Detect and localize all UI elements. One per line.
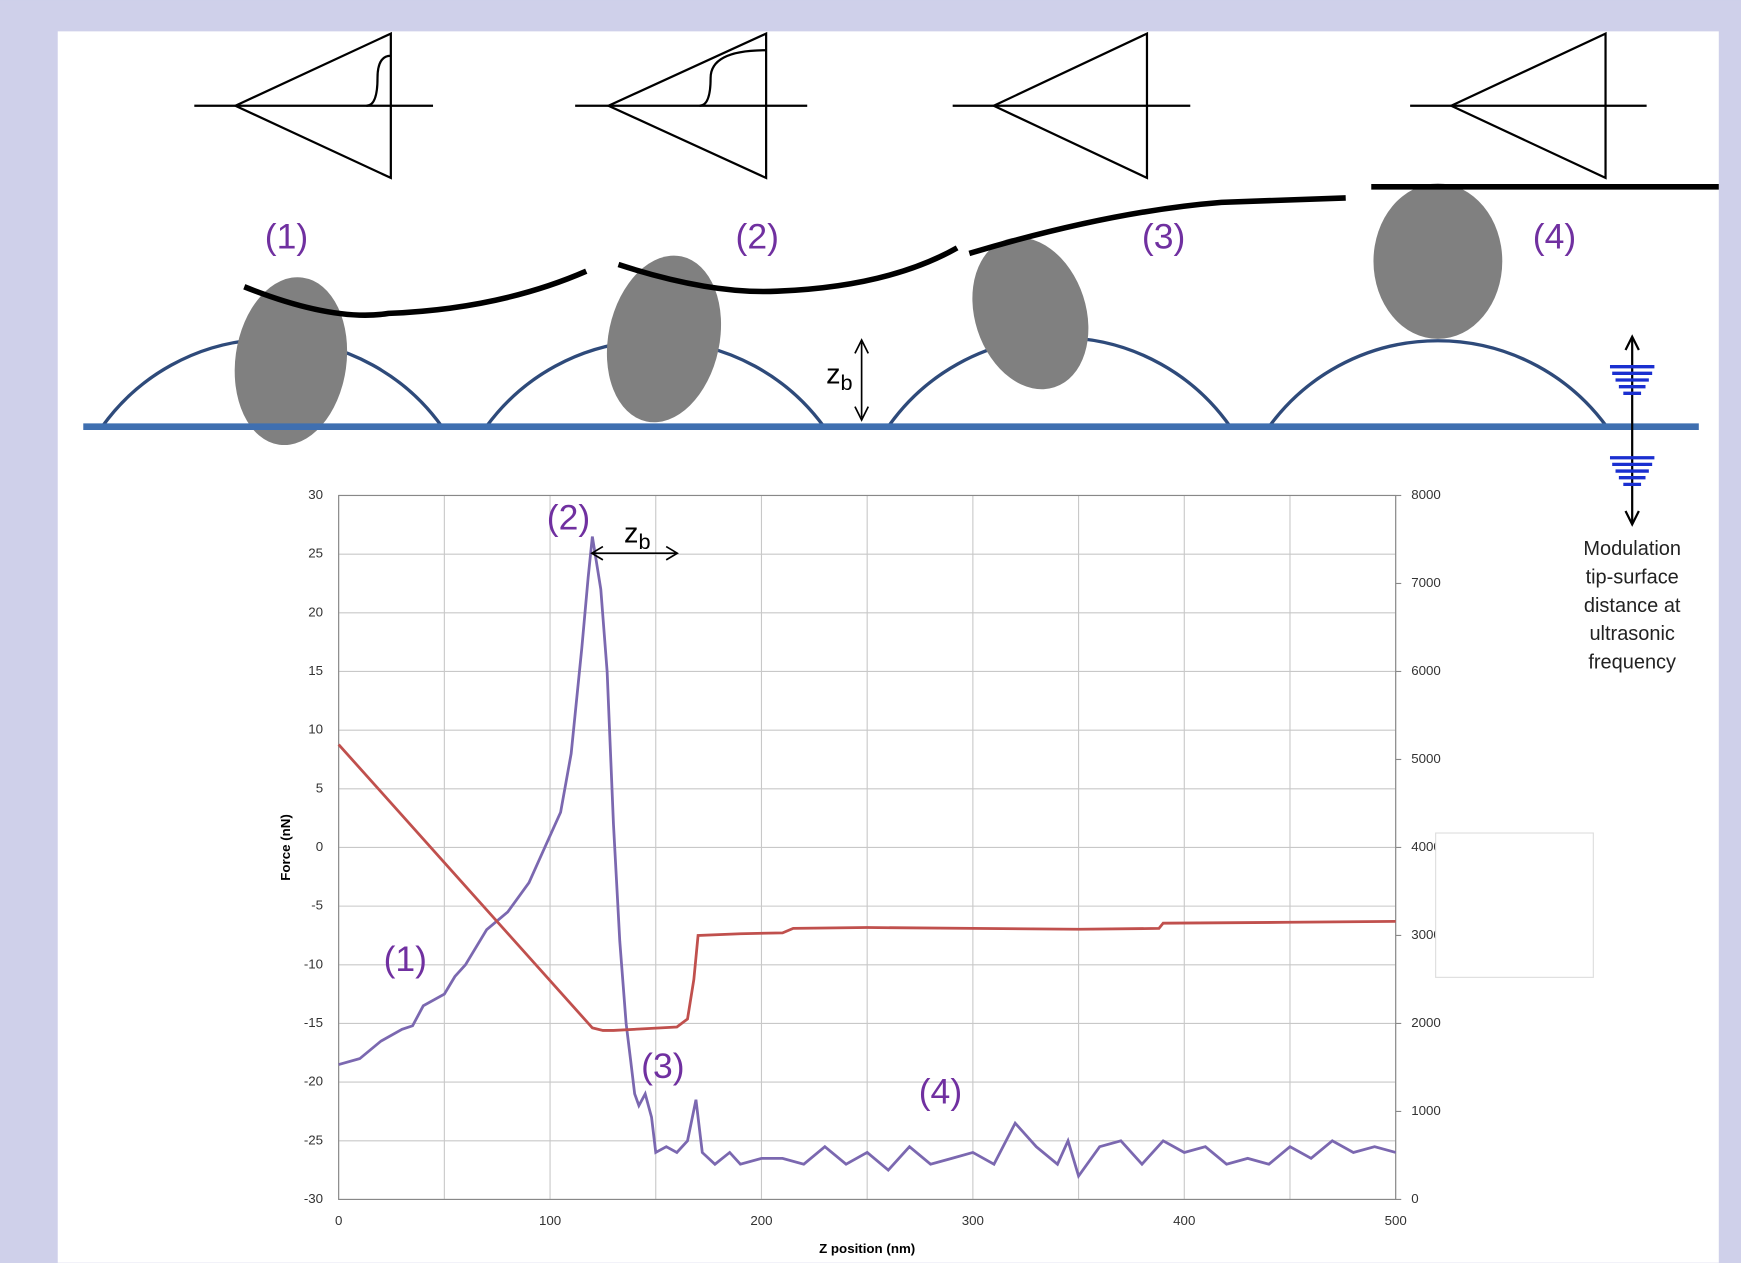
y-tick-label: 20 — [308, 604, 323, 619]
y2-tick-label: 5000 — [1411, 751, 1441, 766]
sub-script: b — [638, 529, 650, 554]
chart-annotation: (4) — [919, 1071, 962, 1111]
sub-script: b — [841, 370, 853, 395]
y-tick-label: 0 — [316, 839, 323, 854]
modulation-note: Modulation — [1583, 538, 1681, 560]
stage-label: (3) — [1142, 216, 1185, 256]
chart-annotation: (1) — [384, 939, 427, 979]
y-tick-label: -5 — [311, 898, 323, 913]
modulation-note: tip-surface — [1586, 566, 1679, 588]
y-tick-label: -15 — [304, 1015, 323, 1030]
slide: -30-25-20-15-10-505101520253001000200030… — [0, 0, 1741, 1263]
y2-tick-label: 8000 — [1411, 487, 1441, 502]
modulation-note: distance at — [1584, 595, 1681, 617]
stage-label: (1) — [265, 216, 308, 256]
y2-tick-label: 6000 — [1411, 663, 1441, 678]
x-tick-label: 400 — [1173, 1213, 1195, 1228]
stage-label: (4) — [1533, 216, 1576, 256]
chart-annotation: (2) — [547, 497, 590, 537]
y-axis-title: Force (nN) — [278, 814, 293, 881]
y-tick-label: 25 — [308, 546, 323, 561]
y-tick-label: -30 — [304, 1191, 323, 1206]
x-tick-label: 0 — [335, 1213, 342, 1228]
stage-label: (2) — [736, 216, 779, 256]
x-axis-title: Z position (nm) — [819, 1241, 915, 1256]
x-tick-label: 500 — [1385, 1213, 1407, 1228]
y2-tick-label: 1000 — [1411, 1103, 1441, 1118]
chart-annotation: (3) — [641, 1046, 684, 1086]
overlay-box — [1436, 833, 1594, 977]
sub-base: z — [826, 358, 840, 390]
y-tick-label: 5 — [316, 780, 323, 795]
x-tick-label: 300 — [962, 1213, 984, 1228]
y-tick-label: 15 — [308, 663, 323, 678]
y-tick-label: -25 — [304, 1132, 323, 1147]
y2-tick-label: 0 — [1411, 1191, 1418, 1206]
y-tick-label: 30 — [308, 487, 323, 502]
y2-tick-label: 7000 — [1411, 575, 1441, 590]
x-tick-label: 100 — [539, 1213, 561, 1228]
y-tick-label: 10 — [308, 722, 323, 737]
x-tick-label: 200 — [750, 1213, 772, 1228]
sub-base: z — [624, 517, 638, 549]
modulation-note: frequency — [1588, 651, 1676, 673]
y-tick-label: -20 — [304, 1074, 323, 1089]
modulation-note: ultrasonic — [1589, 623, 1674, 645]
y-tick-label: -10 — [304, 956, 323, 971]
y2-tick-label: 2000 — [1411, 1015, 1441, 1030]
